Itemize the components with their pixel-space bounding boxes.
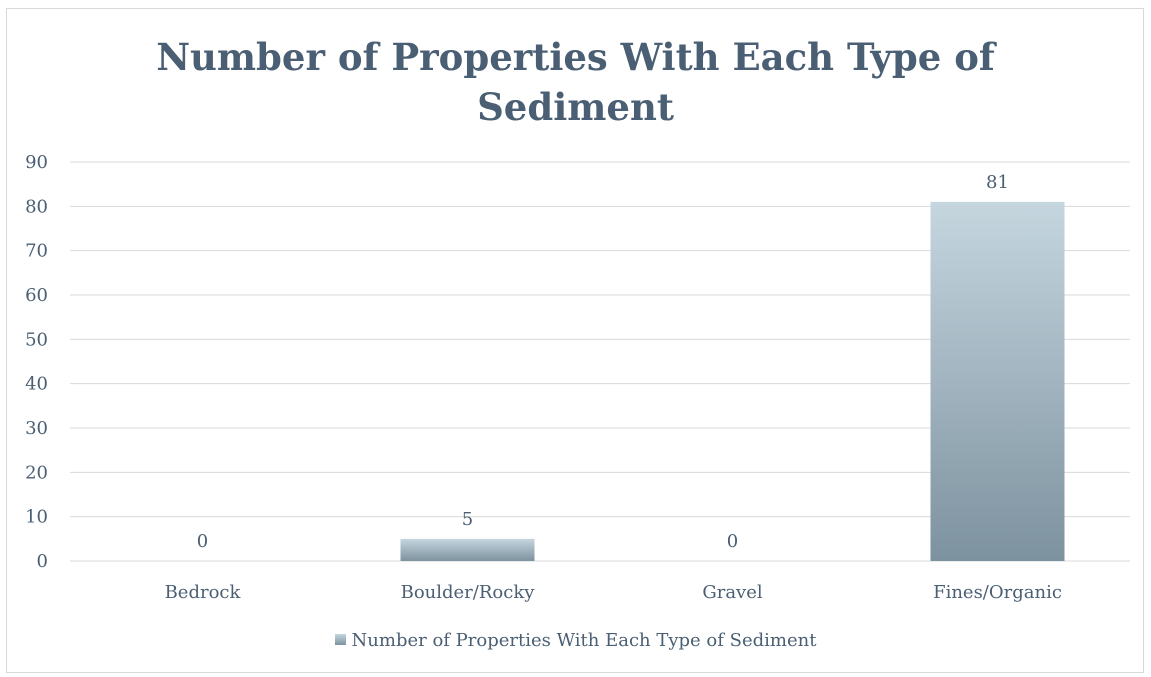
bars [400, 201, 1065, 561]
y-tick-label: 0 [37, 551, 48, 572]
y-tick-label: 90 [25, 152, 48, 173]
chart-title-line-2: Sediment [477, 85, 674, 129]
y-tick-label: 30 [25, 418, 48, 439]
legend-label: Number of Properties With Each Type of S… [351, 630, 817, 651]
y-tick-label: 80 [25, 196, 48, 217]
data-label: 5 [462, 509, 473, 530]
x-category-label: Bedrock [165, 582, 242, 603]
data-label: 81 [986, 172, 1009, 193]
data-label: 0 [727, 531, 738, 552]
y-tick-label: 70 [25, 241, 48, 262]
chart-title: Number of Properties With Each Type of S… [0, 32, 1151, 132]
data-label: 0 [197, 531, 208, 552]
legend-swatch [334, 634, 346, 645]
y-tick-label: 50 [25, 329, 48, 350]
bar-fines-organic [930, 201, 1065, 561]
bar-boulder-rocky [400, 538, 535, 561]
x-category-label: Boulder/Rocky [401, 582, 536, 603]
y-tick-label: 60 [25, 285, 48, 306]
y-axis-tick-labels: 0 10 20 30 40 50 60 70 80 90 [25, 152, 48, 572]
x-category-label: Gravel [702, 582, 763, 603]
y-tick-label: 10 [25, 507, 48, 528]
legend: Number of Properties With Each Type of S… [0, 630, 1151, 651]
data-labels: 0 5 0 81 [197, 172, 1009, 552]
chart-title-line-1: Number of Properties With Each Type of [156, 35, 995, 79]
y-tick-label: 40 [25, 374, 48, 395]
x-axis-category-labels: Bedrock Boulder/Rocky Gravel Fines/Organic [165, 582, 1062, 603]
y-tick-label: 20 [25, 462, 48, 483]
x-category-label: Fines/Organic [933, 582, 1062, 603]
